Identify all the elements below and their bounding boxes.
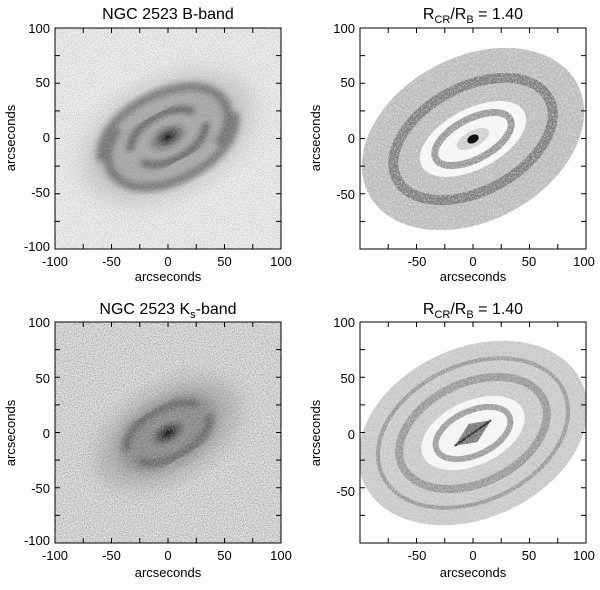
x-tick-label: 100 bbox=[270, 548, 292, 563]
y-tick-label: 50 bbox=[36, 371, 50, 386]
x-tick-label: 0 bbox=[164, 548, 171, 563]
galaxy-image-b-band bbox=[55, 28, 281, 249]
panel-title: RCR/RB = 1.40 bbox=[423, 6, 523, 26]
x-tick-label: -100 bbox=[42, 548, 68, 563]
y-tick-label: 100 bbox=[333, 21, 355, 36]
y-tick-label: 0 bbox=[348, 427, 355, 442]
x-tick-labels: -50 0 50 100 bbox=[408, 548, 595, 563]
x-axis-label: arcseconds bbox=[440, 565, 507, 580]
y-tick-labels: 100 50 0 -50 bbox=[333, 21, 355, 202]
y-tick-labels: 100 50 0 -50 bbox=[333, 315, 355, 499]
x-tick-label: 50 bbox=[522, 548, 536, 563]
x-tick-label: 50 bbox=[217, 548, 231, 563]
model-image-bottom bbox=[360, 322, 586, 543]
x-tick-label: 0 bbox=[164, 254, 171, 269]
x-tick-label: 50 bbox=[217, 254, 231, 269]
y-tick-label: 100 bbox=[333, 315, 355, 330]
panel-title: NGC 2523 B-band bbox=[102, 6, 234, 23]
x-tick-label: 100 bbox=[573, 254, 595, 269]
x-tick-labels: -50 0 50 100 bbox=[408, 254, 595, 269]
panel-model-top: RCR/RB = 1.40 -50 0 50 100 100 bbox=[308, 6, 595, 284]
x-axis-label: arcseconds bbox=[440, 269, 507, 284]
y-tick-labels: 100 50 0 -50 -100 bbox=[24, 21, 50, 254]
panel-title: RCR/RB = 1.40 bbox=[423, 301, 523, 321]
x-tick-labels: -100 -50 0 50 100 bbox=[42, 548, 292, 563]
x-tick-label: 0 bbox=[469, 254, 476, 269]
x-tick-label: 50 bbox=[522, 254, 536, 269]
y-tick-label: -100 bbox=[24, 533, 50, 548]
x-tick-labels: -100 -50 0 50 100 bbox=[42, 254, 292, 269]
x-tick-label: 100 bbox=[270, 254, 292, 269]
panel-b-band: NGC 2523 B-band -100 -50 0 50 100 bbox=[3, 6, 292, 284]
y-axis-label: arcseconds bbox=[3, 399, 18, 466]
panel-ks-band: NGC 2523 Ks-band -100 -50 0 50 100 100 5… bbox=[3, 301, 292, 580]
x-axis-label: arcseconds bbox=[135, 269, 202, 284]
y-tick-label: 0 bbox=[348, 131, 355, 146]
y-axis-label: arcseconds bbox=[308, 399, 323, 466]
y-tick-labels: 100 50 0 -50 -100 bbox=[24, 315, 50, 548]
x-tick-label: -50 bbox=[102, 548, 121, 563]
y-tick-label: 100 bbox=[28, 315, 50, 330]
y-tick-label: 50 bbox=[341, 75, 355, 90]
y-tick-label: -50 bbox=[336, 484, 355, 499]
x-tick-label: 100 bbox=[573, 548, 595, 563]
axis-ticks bbox=[54, 27, 282, 250]
y-tick-label: -100 bbox=[24, 239, 50, 254]
panel-title: NGC 2523 Ks-band bbox=[99, 301, 236, 321]
x-tick-label: -50 bbox=[408, 548, 427, 563]
y-tick-label: 0 bbox=[43, 426, 50, 441]
axis-ticks bbox=[359, 321, 587, 544]
y-tick-label: 50 bbox=[341, 371, 355, 386]
x-axis-label: arcseconds bbox=[135, 565, 202, 580]
x-tick-label: -50 bbox=[408, 254, 427, 269]
y-tick-label: -50 bbox=[336, 187, 355, 202]
y-tick-label: -50 bbox=[31, 185, 50, 200]
axis-ticks bbox=[54, 321, 282, 544]
y-tick-label: 0 bbox=[43, 130, 50, 145]
panel-model-bottom: RCR/RB = 1.40 -50 0 50 100 100 50 bbox=[308, 301, 595, 580]
galaxy-image-ks-band bbox=[55, 322, 281, 543]
x-tick-label: -100 bbox=[42, 254, 68, 269]
x-tick-label: -50 bbox=[102, 254, 121, 269]
y-tick-label: -50 bbox=[31, 481, 50, 496]
y-axis-label: arcseconds bbox=[308, 104, 323, 171]
x-tick-label: 0 bbox=[469, 548, 476, 563]
y-axis-label: arcseconds bbox=[3, 104, 18, 171]
y-tick-label: 50 bbox=[36, 75, 50, 90]
y-tick-label: 100 bbox=[28, 21, 50, 36]
model-image-top bbox=[360, 28, 586, 249]
axis-ticks bbox=[359, 27, 587, 250]
